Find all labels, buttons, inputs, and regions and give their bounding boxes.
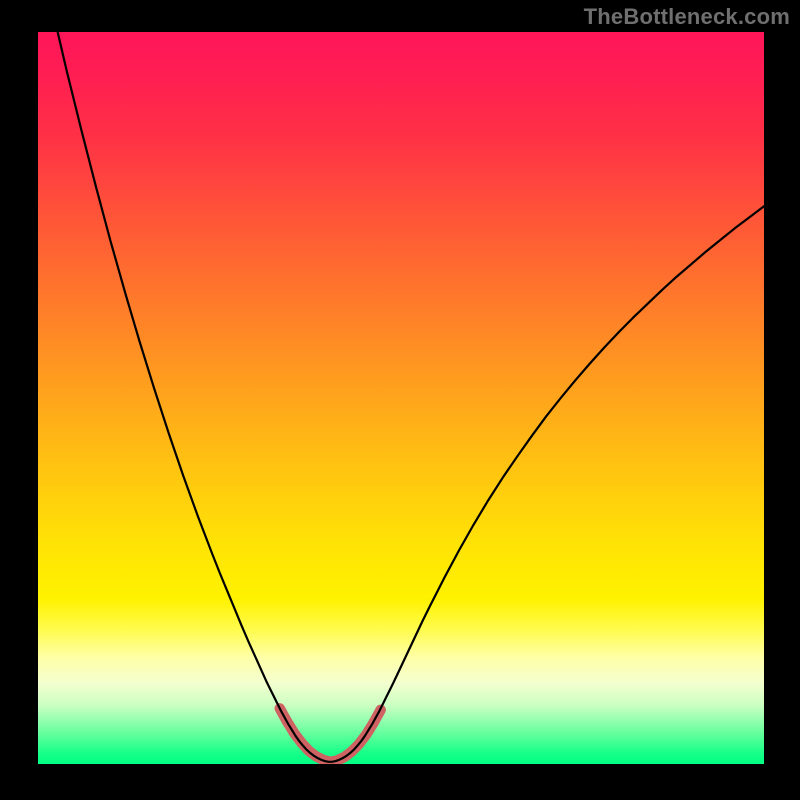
plot-background: [38, 32, 764, 764]
chart-stage: TheBottleneck.com: [0, 0, 800, 800]
bottleneck-curve-chart: [0, 0, 800, 800]
